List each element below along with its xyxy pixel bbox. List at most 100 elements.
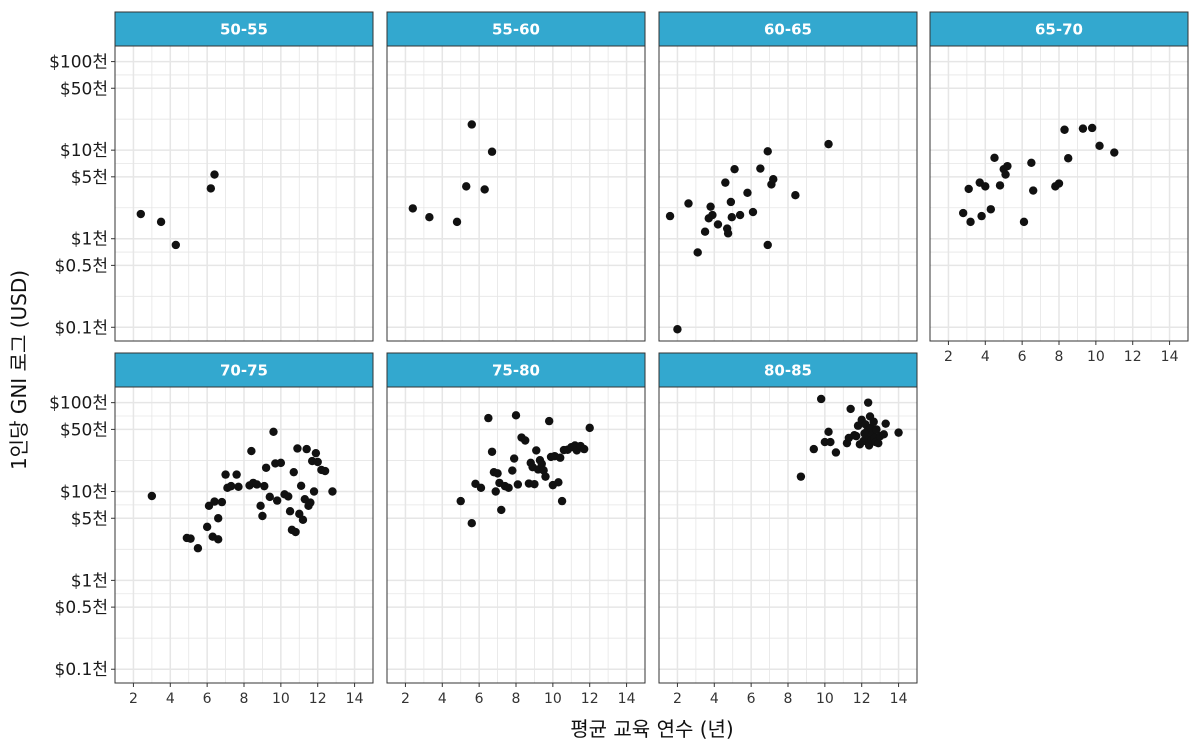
- x-tick-label: 10: [272, 691, 290, 707]
- data-point: [1087, 123, 1097, 133]
- data-point: [769, 174, 778, 184]
- y-tick-label: $5천: [71, 168, 108, 188]
- data-point: [311, 448, 321, 458]
- x-tick-label: 6: [203, 691, 212, 707]
- data-point: [665, 211, 675, 221]
- y-tick-label: $10천: [60, 141, 108, 161]
- x-tick-label: 2: [401, 691, 410, 707]
- data-point: [1110, 148, 1119, 157]
- data-point: [730, 164, 739, 174]
- x-tick-label: 2: [673, 691, 682, 707]
- facet-strip: [929, 11, 1189, 47]
- data-point: [206, 184, 216, 193]
- y-tick-label: $50천: [60, 79, 108, 99]
- data-point: [221, 470, 230, 479]
- x-tick-label: 8: [240, 691, 249, 707]
- x-tick-label: 6: [475, 691, 484, 707]
- data-point: [816, 394, 826, 404]
- data-point: [272, 496, 282, 505]
- x-tick-label: 10: [544, 691, 562, 707]
- facet-panel-75-80: 75-80: [386, 352, 646, 684]
- y-tick-label: $0.5천: [55, 256, 109, 276]
- data-point: [579, 444, 589, 454]
- x-tick-label: 14: [346, 691, 364, 707]
- data-point: [296, 481, 306, 490]
- x-tick-label: 8: [784, 691, 793, 707]
- facet-panel-60-65: 60-65: [658, 11, 918, 342]
- data-point: [532, 446, 541, 455]
- data-point: [869, 417, 878, 426]
- data-point: [493, 469, 502, 478]
- x-tick-label: 2: [944, 349, 953, 365]
- data-point: [210, 170, 219, 179]
- data-point: [509, 454, 519, 463]
- data-point: [1064, 154, 1073, 163]
- x-tick-label: 10: [1087, 349, 1105, 365]
- data-point: [521, 436, 530, 445]
- data-point: [723, 229, 733, 238]
- data-point: [1001, 170, 1010, 179]
- data-point: [487, 447, 497, 456]
- data-point: [708, 210, 717, 220]
- data-point: [981, 182, 990, 191]
- data-point: [874, 438, 883, 448]
- y-tick-label: $10천: [60, 483, 108, 503]
- data-point: [958, 208, 968, 218]
- data-point: [232, 470, 241, 479]
- data-point: [763, 240, 772, 250]
- data-point: [735, 210, 745, 220]
- y-axis: $100천 $50천 $10천 $5천 $1천 $0.5천 $0.1천 $100천 $50천 $1…: [49, 53, 115, 680]
- x-tick-label: 12: [853, 691, 871, 707]
- facet-strip: [114, 11, 374, 47]
- data-point: [743, 188, 752, 197]
- data-point: [1003, 161, 1012, 171]
- data-point: [328, 487, 337, 496]
- data-point: [541, 472, 550, 481]
- data-point: [234, 482, 243, 491]
- x-tick-label: 4: [438, 691, 447, 707]
- data-point: [879, 430, 889, 439]
- x-tick-label: 4: [981, 349, 990, 365]
- data-point: [136, 209, 145, 219]
- panels-layer: 50-55 55-60 60-65 65-70 70-75 75-80 80-85: [114, 11, 1189, 684]
- data-point: [476, 483, 486, 493]
- data-point: [530, 479, 539, 489]
- data-point: [1019, 217, 1029, 227]
- data-point: [247, 446, 256, 456]
- facet-strip-label: 65-70: [1035, 21, 1083, 39]
- data-point: [831, 448, 841, 457]
- y-tick-label: $100천: [49, 53, 108, 73]
- data-point: [508, 466, 517, 475]
- data-point: [557, 496, 567, 506]
- data-point: [214, 514, 223, 523]
- data-point: [214, 535, 223, 544]
- data-point: [872, 425, 881, 434]
- data-point: [990, 153, 999, 162]
- data-point: [491, 487, 500, 496]
- facet-strip: [658, 352, 918, 388]
- x-tick-label: 12: [309, 691, 327, 707]
- data-point: [309, 487, 319, 496]
- y-axis-title: 1인당 GNI 로그 (USD): [7, 270, 31, 470]
- data-point: [673, 325, 682, 334]
- data-point: [261, 463, 271, 472]
- data-point: [462, 182, 471, 191]
- data-point: [291, 527, 300, 537]
- data-point: [693, 248, 702, 257]
- data-point: [995, 181, 1005, 190]
- data-point: [147, 491, 157, 501]
- facet-strip-label: 60-65: [764, 21, 812, 39]
- data-point: [684, 199, 693, 208]
- data-point: [484, 413, 493, 423]
- x-tick-label: 14: [890, 691, 908, 707]
- data-point: [193, 544, 203, 553]
- data-point: [186, 534, 195, 543]
- data-point: [727, 212, 736, 222]
- data-point: [585, 423, 594, 433]
- data-point: [700, 227, 710, 236]
- x-tick-label: 8: [1055, 349, 1064, 365]
- data-point: [544, 416, 554, 426]
- data-point: [554, 478, 563, 487]
- data-point: [285, 507, 295, 516]
